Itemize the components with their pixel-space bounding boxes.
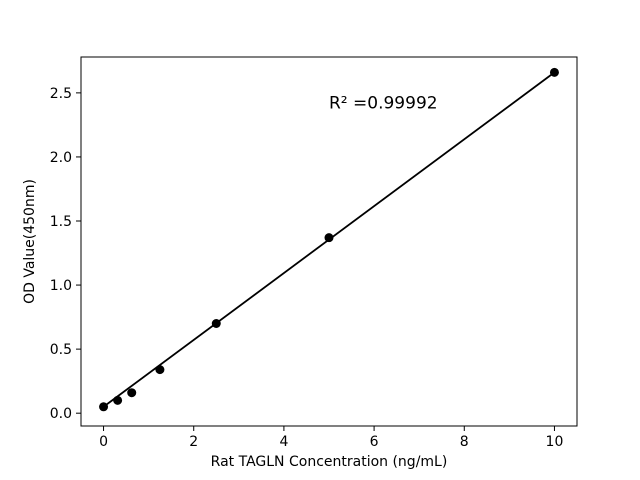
x-tick-label: 2 — [189, 434, 198, 450]
data-point — [127, 388, 137, 398]
data-point — [549, 67, 559, 77]
y-tick-label: 2.5 — [50, 86, 72, 102]
x-tick-label: 4 — [279, 434, 288, 450]
x-tick-label: 10 — [546, 434, 564, 450]
data-point — [155, 365, 165, 375]
data-point — [113, 395, 123, 405]
y-tick-label: 1.0 — [50, 278, 72, 294]
plot-frame — [80, 56, 578, 427]
data-point — [99, 402, 109, 412]
r-squared-annotation: R² =0.99992 — [329, 93, 438, 113]
y-tick-label: 1.5 — [50, 214, 72, 230]
y-tick-label: 0.0 — [50, 406, 72, 422]
x-tick-label: 0 — [99, 434, 108, 450]
x-axis-label: Rat TAGLN Concentration (ng/mL) — [211, 454, 448, 470]
y-tick-label: 0.5 — [50, 342, 72, 358]
y-tick-label: 2.0 — [50, 150, 72, 166]
data-point — [324, 233, 334, 243]
data-point — [211, 319, 221, 328]
x-tick-label: 6 — [370, 434, 379, 450]
y-axis-label: OD Value(450nm) — [22, 179, 38, 304]
x-tick-label: 8 — [460, 434, 469, 450]
